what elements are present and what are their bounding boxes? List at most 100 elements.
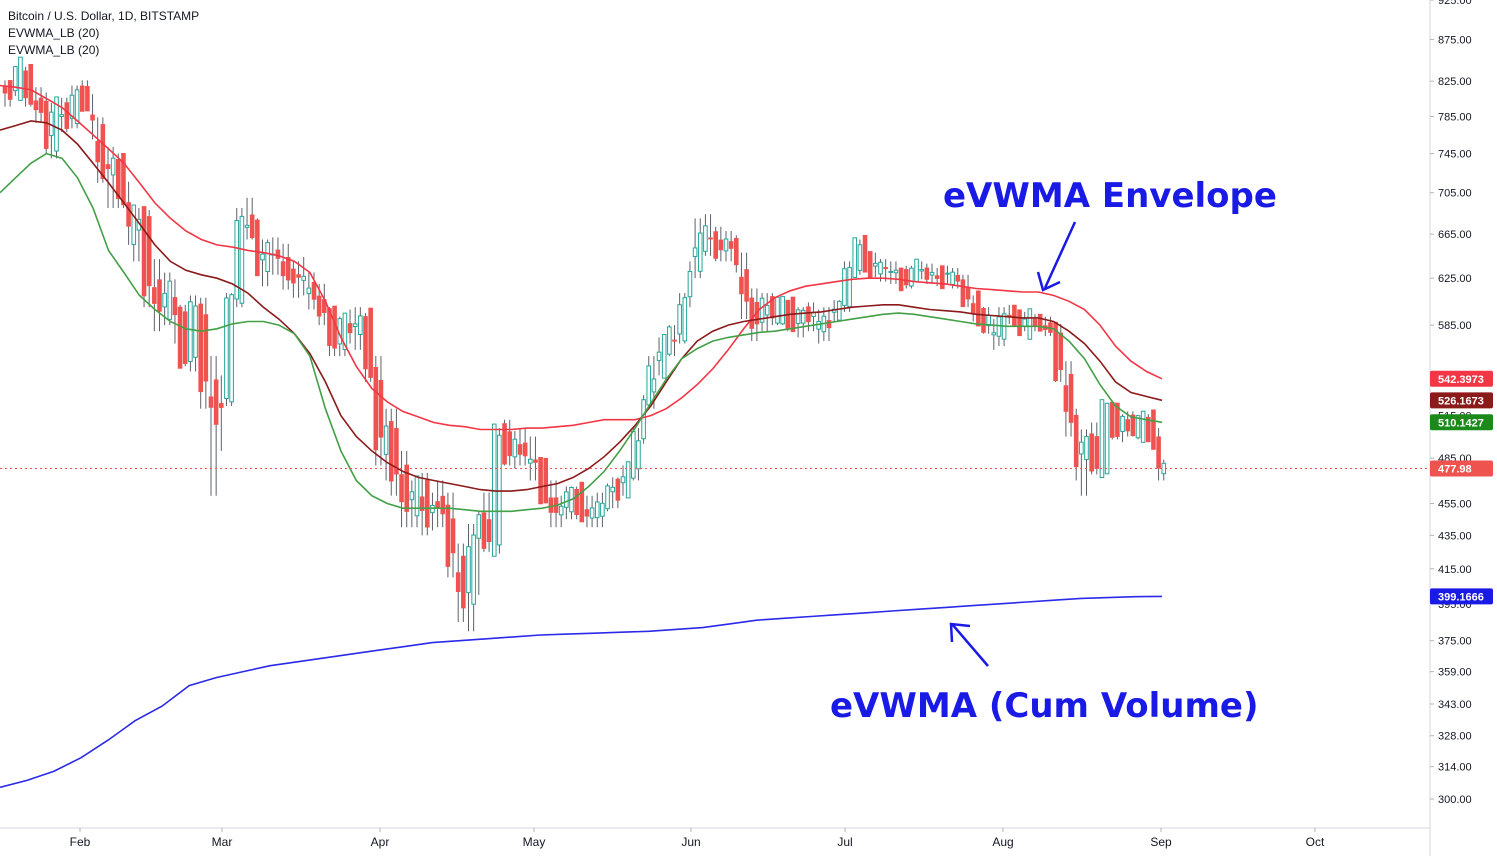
cum-volume-arrow bbox=[951, 623, 989, 667]
candle-body bbox=[600, 502, 605, 517]
y-tick-label: 314.00 bbox=[1438, 762, 1472, 774]
candle-body bbox=[116, 158, 121, 200]
candle-body bbox=[579, 481, 585, 523]
candle-body bbox=[548, 497, 554, 513]
candle-body bbox=[1156, 436, 1161, 469]
candle-body bbox=[476, 514, 482, 539]
candle-body bbox=[605, 485, 610, 510]
legend-indicator-1[interactable]: EVWMA_LB (20) bbox=[8, 26, 100, 40]
candle-body bbox=[363, 316, 368, 370]
x-tick-label: Jun bbox=[681, 835, 700, 849]
candle-body bbox=[620, 476, 626, 484]
candle-body bbox=[564, 491, 569, 508]
y-tick-label: 585.00 bbox=[1438, 320, 1472, 332]
candle-body bbox=[219, 403, 224, 408]
candle-body bbox=[1099, 399, 1105, 478]
candle-body bbox=[74, 89, 80, 125]
candle-body bbox=[615, 478, 621, 501]
candle-body bbox=[826, 320, 832, 329]
candle-body bbox=[239, 215, 245, 304]
candle-body bbox=[1027, 308, 1033, 340]
candle-body bbox=[1084, 436, 1089, 460]
candle-body bbox=[728, 241, 734, 249]
candle-body bbox=[517, 444, 523, 455]
candle-body bbox=[976, 290, 981, 327]
price-label-text: 510.1427 bbox=[1438, 417, 1484, 429]
y-tick-label: 705.00 bbox=[1438, 188, 1472, 200]
candle-body bbox=[1022, 318, 1028, 327]
candle-body bbox=[734, 237, 739, 266]
y-tick-label: 785.00 bbox=[1438, 111, 1472, 123]
candle-body bbox=[95, 140, 101, 163]
x-tick-label: Jul bbox=[837, 835, 852, 849]
candle-body bbox=[33, 100, 39, 111]
candle-body bbox=[862, 235, 868, 273]
candle-body bbox=[1063, 385, 1069, 412]
candle-body bbox=[368, 307, 373, 378]
candle-body bbox=[538, 457, 543, 505]
candle-body bbox=[198, 303, 203, 393]
candle-body bbox=[229, 294, 234, 403]
candle-body bbox=[291, 268, 296, 284]
x-tick-label: Aug bbox=[992, 835, 1013, 849]
cum-volume-arrowhead bbox=[949, 622, 971, 643]
candle-body bbox=[1079, 441, 1084, 455]
candle-body bbox=[594, 501, 600, 519]
candle-body bbox=[342, 312, 348, 351]
candle-body bbox=[713, 231, 719, 259]
y-tick-label: 455.00 bbox=[1438, 498, 1472, 510]
candle-body bbox=[955, 274, 961, 282]
y-tick-label: 435.00 bbox=[1438, 530, 1472, 542]
candle-body bbox=[399, 474, 404, 503]
candle-body bbox=[38, 97, 44, 113]
candle-body bbox=[873, 262, 878, 267]
candle-body bbox=[193, 305, 198, 358]
candle-body bbox=[383, 425, 389, 455]
candle-body bbox=[739, 276, 744, 295]
x-tick-label: Apr bbox=[371, 835, 390, 849]
candle-body bbox=[1037, 313, 1043, 332]
candle-body bbox=[749, 297, 755, 329]
candle-body bbox=[708, 237, 713, 240]
y-tick-label: 625.00 bbox=[1438, 273, 1472, 285]
candle-body bbox=[255, 219, 260, 277]
candle-body bbox=[306, 287, 312, 295]
candle-body bbox=[960, 279, 966, 308]
candle-body bbox=[177, 306, 183, 369]
candle-body bbox=[512, 438, 518, 458]
candle-body bbox=[816, 320, 822, 330]
legend-indicator-2[interactable]: EVWMA_LB (20) bbox=[8, 43, 100, 57]
candle-body bbox=[79, 85, 85, 112]
candle-body bbox=[388, 421, 394, 482]
candle-body bbox=[646, 365, 652, 406]
x-tick-label: Sep bbox=[1150, 835, 1172, 849]
candle-body bbox=[461, 555, 466, 609]
candle-body bbox=[157, 279, 162, 312]
price-label-text: 477.98 bbox=[1438, 464, 1472, 476]
candle-body bbox=[847, 266, 852, 308]
price-label-text: 526.1673 bbox=[1438, 395, 1484, 407]
candle-body bbox=[697, 232, 703, 272]
candle-body bbox=[692, 247, 698, 258]
candle-body bbox=[687, 271, 693, 298]
price-label-badge bbox=[1430, 588, 1493, 605]
candle-body bbox=[1032, 318, 1038, 327]
candle-body bbox=[903, 269, 909, 286]
candle-body bbox=[940, 265, 945, 290]
candle-body bbox=[146, 216, 152, 287]
candle-body bbox=[425, 479, 430, 528]
candle-body bbox=[172, 297, 178, 316]
candle-body bbox=[883, 267, 888, 270]
candle-body bbox=[533, 459, 538, 463]
candle-body bbox=[502, 423, 507, 465]
legend-symbol[interactable]: Bitcoin / U.S. Dollar, 1D, BITSTAMP bbox=[8, 9, 200, 23]
candle-body bbox=[280, 261, 286, 277]
candle-body bbox=[703, 225, 708, 252]
candle-body bbox=[929, 271, 935, 276]
candle-body bbox=[857, 244, 863, 271]
candle-body bbox=[1058, 332, 1064, 371]
candle-body bbox=[837, 300, 842, 321]
candle-body bbox=[301, 275, 306, 281]
candle-body bbox=[1109, 401, 1115, 438]
